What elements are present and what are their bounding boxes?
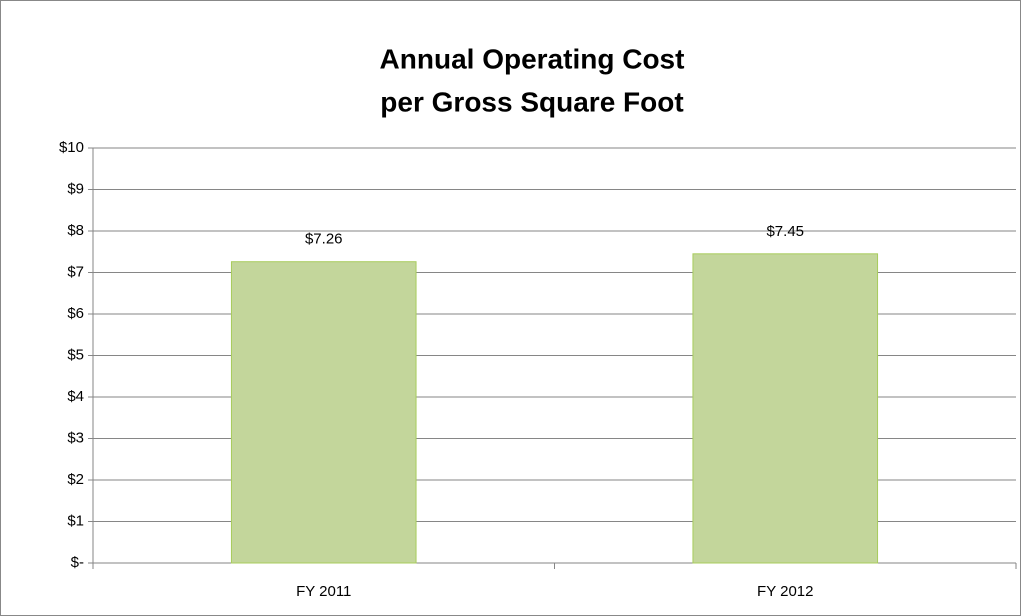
y-tick-label: $5 [67,346,84,363]
y-tick-label: $4 [67,388,84,405]
y-tick-label: $2 [67,471,84,488]
y-tick-label: $1 [67,512,84,529]
bar [230,261,417,564]
y-tick-label: $7 [67,263,84,280]
data-label: $7.45 [766,223,804,240]
data-label: $7.26 [305,231,343,248]
y-tick-label: $8 [67,222,84,239]
y-tick-label: $3 [67,429,84,446]
y-tick-label: $9 [67,180,84,197]
y-tick-label: $10 [59,139,84,156]
y-tick-label: $- [71,554,84,571]
x-tick-label: FY 2011 [296,583,351,600]
chart-title: Annual Operating Cost [380,43,685,74]
y-tick-label: $6 [67,305,84,322]
x-tick-label: FY 2012 [757,583,813,600]
bar [692,253,879,564]
chart-title: per Gross Square Foot [380,86,683,117]
